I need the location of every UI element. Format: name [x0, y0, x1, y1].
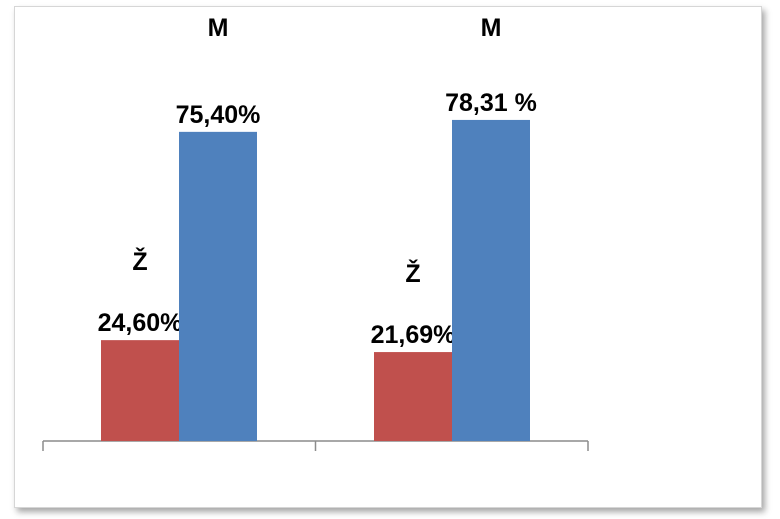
bar-z-group-1: [101, 340, 179, 441]
data-label-m-group-1: 75,40%: [176, 101, 261, 129]
series-name-m-group-2: M: [481, 14, 502, 42]
bar-m-group-1: [179, 131, 257, 442]
bar-z-group-2: [374, 352, 452, 441]
data-label-z-group-2: 21,69%: [371, 321, 456, 349]
data-label-z-group-1: 24,60%: [98, 309, 183, 337]
data-label-m-group-2: 78,31 %: [445, 89, 537, 117]
bar-m-group-2: [452, 119, 530, 441]
series-name-z-group-2: Ž: [405, 258, 420, 288]
series-name-z-group-1: Ž: [132, 246, 147, 276]
series-name-m-group-1: M: [208, 14, 229, 42]
